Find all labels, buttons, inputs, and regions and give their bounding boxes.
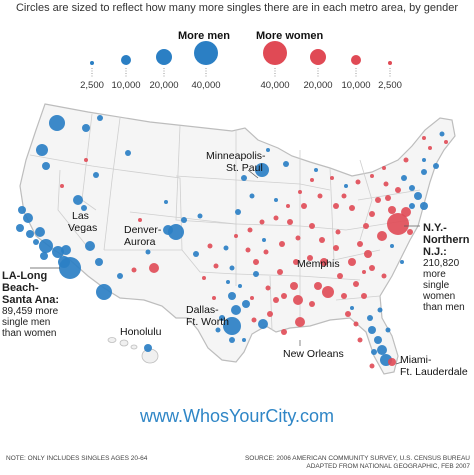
label-denver-line1: Denver- <box>124 224 162 236</box>
callout-la-title-3: Santa Ana: <box>2 294 60 306</box>
footnote-source: SOURCE: 2006 AMERICAN COMMUNITY SURVEY, … <box>230 455 470 471</box>
label-miami-line1: Miami- <box>400 354 432 366</box>
callout-ny-text-3: women <box>423 291 456 302</box>
label-minneapolis-line2: St. Paul <box>226 162 263 174</box>
callout-ny: N.Y.- Northern N.J.: 210,820 more single… <box>423 222 474 313</box>
label-las-vegas: Las Vegas <box>68 210 97 234</box>
label-denver-line2: Aurora <box>124 236 156 248</box>
women-circles <box>60 136 448 369</box>
legend-women-tick-4: 2,500 <box>378 80 402 91</box>
legend-women-label: More women <box>256 30 324 42</box>
label-honolulu: Honolulu <box>120 326 162 338</box>
men-circles <box>16 115 445 366</box>
label-dallas-line1: Dallas- <box>186 304 219 316</box>
footnote-note: NOTE: ONLY INCLUDES SINGLES AGES 20-64 <box>6 455 148 462</box>
subtitle: Circles are sized to reflect how many mo… <box>15 2 459 14</box>
legend-women-tick-3: 10,000 <box>341 80 371 91</box>
legend-men-tick-4: 40,000 <box>191 80 221 91</box>
label-memphis: Memphis <box>297 258 340 270</box>
legend-circles <box>90 41 392 78</box>
callout-ny-title-3: N.J.: <box>423 246 447 258</box>
callout-ny-text-2: more single <box>423 269 450 291</box>
callout-ny-title-1: N.Y.- <box>423 222 447 234</box>
legend-men-label: More men <box>178 30 230 42</box>
label-denver: Denver- Aurora <box>124 224 161 248</box>
legend-women-tick-1: 40,000 <box>260 80 290 91</box>
callout-la-title-2: Beach- <box>2 282 39 294</box>
label-miami-line2: Ft. Lauderdale <box>400 366 468 378</box>
callout-la-text-1: 89,459 more <box>2 306 59 317</box>
legend-women-tick-2: 20,000 <box>303 80 333 91</box>
label-dallas-line2: Ft. Worth <box>186 316 229 328</box>
callout-la-title-1: LA-Long <box>2 270 48 282</box>
label-las-vegas-line2: Vegas <box>68 222 98 234</box>
callout-ny-title-2: Northern <box>423 234 470 246</box>
callout-la: LA-Long Beach- Santa Ana: 89,459 more si… <box>2 270 59 339</box>
label-minneapolis: Minneapolis- St. Paul <box>206 150 266 174</box>
us-outline <box>19 103 456 375</box>
label-dallas: Dallas- Ft. Worth <box>186 304 229 328</box>
leader-lines <box>30 169 420 365</box>
footnote-source-line2: ADAPTED FROM NATIONAL GEOGRAPHIC, FEB 20… <box>306 463 470 470</box>
label-miami: Miami- Ft. Lauderdale <box>400 354 468 378</box>
callout-la-text-2: single men <box>2 317 51 328</box>
label-new-orleans: New Orleans <box>283 348 344 360</box>
label-las-vegas-line1: Las <box>72 210 89 222</box>
callout-ny-text-1: 210,820 <box>423 258 460 269</box>
callout-la-text-3: than women <box>2 328 57 339</box>
legend-men-tick-1: 2,500 <box>80 80 104 91</box>
legend-men-tick-3: 20,000 <box>149 80 179 91</box>
callout-ny-text-4: than men <box>423 302 465 313</box>
label-minneapolis-line1: Minneapolis- <box>206 150 266 162</box>
footnote-source-line1: SOURCE: 2006 AMERICAN COMMUNITY SURVEY, … <box>244 455 470 462</box>
us-map <box>19 103 456 375</box>
website-link[interactable]: www.WhosYourCity.com <box>139 406 335 426</box>
legend-men-tick-2: 10,000 <box>111 80 141 91</box>
